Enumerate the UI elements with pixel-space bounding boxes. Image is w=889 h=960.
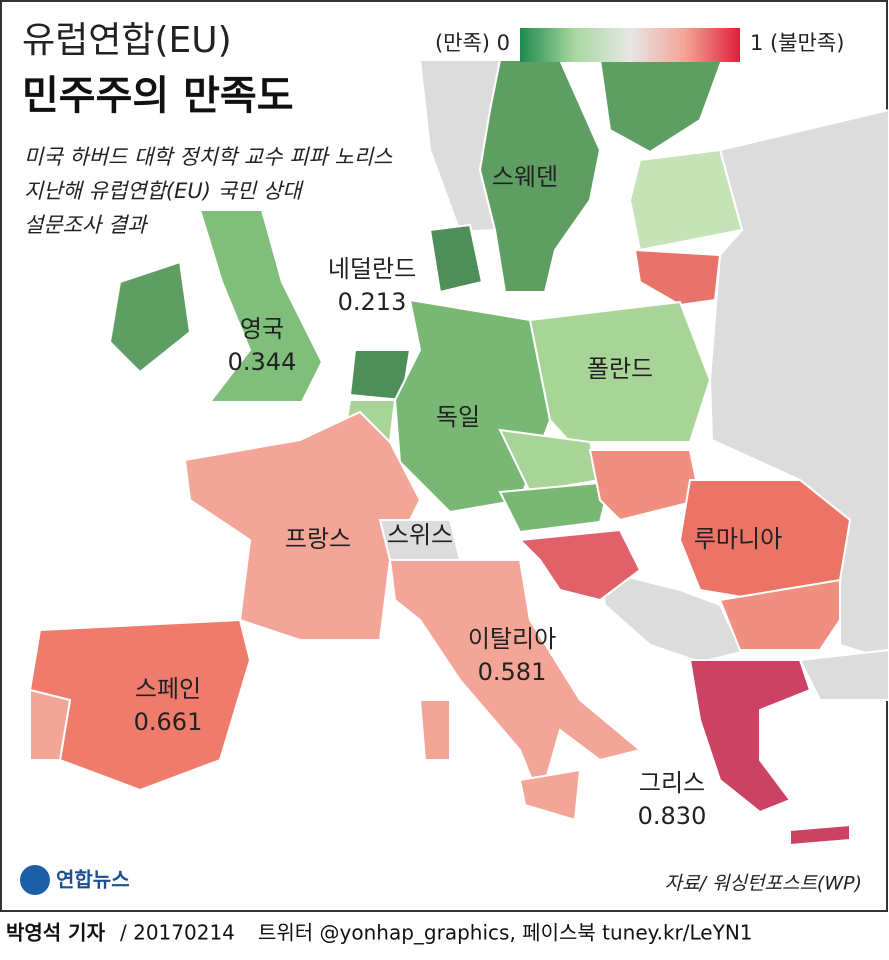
- country-label: 스위스: [387, 521, 453, 549]
- country: [198, 209, 324, 403]
- country-label: 프랑스: [285, 525, 351, 553]
- country: [498, 480, 612, 534]
- land: [418, 59, 889, 701]
- country-value: 0.830: [638, 802, 707, 830]
- source: 자료/ 워싱턴포스트(WP): [665, 873, 862, 895]
- country: [528, 300, 712, 443]
- country-label: 그리스: [639, 769, 705, 797]
- footer-author: 박영석 기자: [6, 921, 106, 945]
- country: [789, 823, 851, 847]
- country: [428, 223, 484, 294]
- country-label: 폴란드: [587, 355, 653, 383]
- country-label: 독일: [436, 403, 480, 431]
- country-value: 0.344: [228, 348, 297, 376]
- country: [718, 578, 841, 651]
- country-value: 0.213: [338, 288, 407, 316]
- country: [628, 148, 744, 252]
- subtitle: 설문조사 결과: [24, 213, 148, 237]
- title-line1: 유럽연합(EU): [22, 20, 232, 61]
- footer-sns: 트위터 @yonhap_graphics, 페이스북 tuney.kr/LeYN…: [258, 921, 753, 945]
- non-eu-land: [598, 568, 744, 664]
- legend-high: 1 (불만족): [750, 31, 844, 55]
- country: [183, 410, 422, 641]
- footer-date: / 20170214: [120, 921, 235, 945]
- country-label: 스페인: [135, 675, 201, 703]
- country: [418, 699, 451, 761]
- legend-low: (만족) 0: [435, 31, 510, 55]
- country-label: 스웨덴: [492, 163, 558, 191]
- country: [478, 59, 602, 293]
- logo: 연합뉴스: [56, 868, 130, 892]
- country-label: 이탈리아: [468, 625, 556, 653]
- logo-icon: [20, 865, 50, 895]
- country-value: 0.581: [478, 658, 547, 686]
- country: [633, 248, 722, 307]
- country-label: 루마니아: [694, 525, 782, 553]
- subtitle: 지난해 유럽연합(EU) 국민 상대: [24, 179, 304, 203]
- legend-bar: [520, 28, 740, 62]
- subtitle: 미국 하버드 대학 정치학 교수 피파 노리스: [24, 145, 393, 169]
- country: [588, 449, 702, 522]
- country: [108, 260, 192, 374]
- non-eu-land: [798, 648, 889, 701]
- country: [29, 688, 72, 761]
- country: [518, 768, 582, 822]
- country-value: 0.661: [134, 708, 203, 736]
- country: [688, 659, 812, 814]
- country-label: 영국: [240, 315, 284, 343]
- title-line2: 민주주의 만족도: [22, 73, 294, 119]
- country: [388, 559, 643, 804]
- country-label: 네덜란드: [328, 255, 416, 283]
- country: [517, 528, 642, 602]
- regions: [28, 59, 852, 847]
